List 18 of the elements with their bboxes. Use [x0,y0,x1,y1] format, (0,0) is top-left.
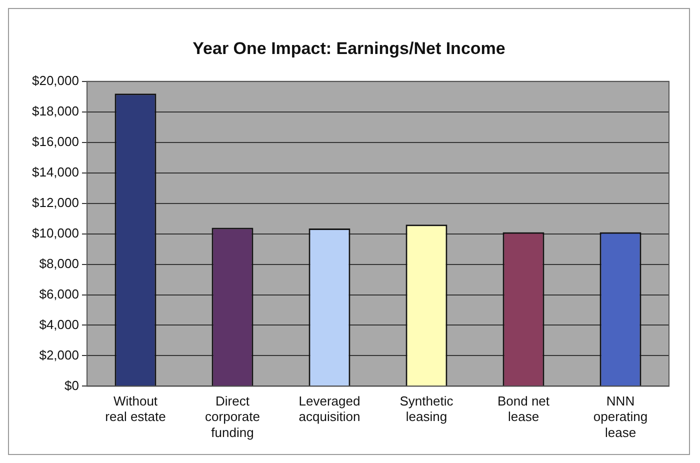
y-tick-label: $0 [64,378,79,393]
y-tick-label: $12,000 [32,194,79,210]
y-tick-label: $10,000 [32,225,79,240]
chart-title: Year One Impact: Earnings/Net Income [192,38,506,58]
y-tick-label: $16,000 [32,134,79,149]
x-tick-label: NNN operating lease [593,394,648,440]
y-tick-label: $2,000 [39,347,79,362]
x-tick-label: Bond net lease [497,394,550,424]
y-tick-label: $20,000 [32,72,79,88]
y-tick-label: $14,000 [32,164,79,180]
x-tick-label: Without real estate [105,394,166,424]
x-tick-label: Synthetic leasing [400,394,454,424]
x-tick-label: Leveraged acquisition [298,394,360,424]
x-tick-label: Direct corporate funding [205,394,260,440]
y-tick-label: $18,000 [32,103,79,118]
y-tick-label: $4,000 [39,316,79,332]
y-tick-label: $6,000 [39,286,79,302]
y-tick-label: $8,000 [39,256,79,271]
